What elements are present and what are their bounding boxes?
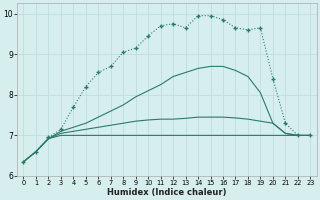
X-axis label: Humidex (Indice chaleur): Humidex (Indice chaleur) — [107, 188, 227, 197]
